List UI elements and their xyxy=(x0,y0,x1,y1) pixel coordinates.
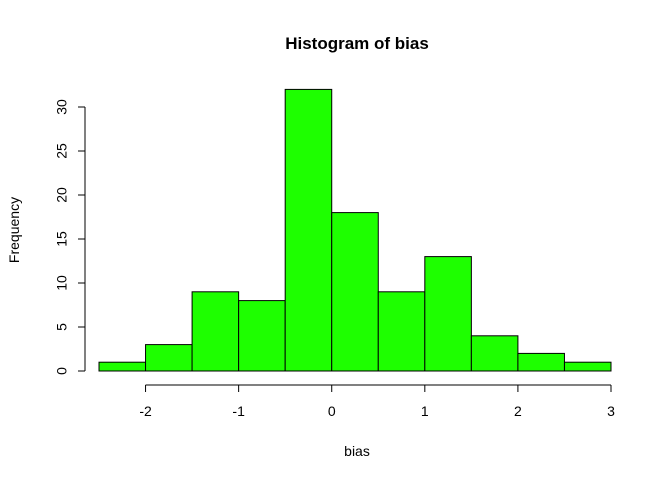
x-tick-label: 3 xyxy=(607,403,615,419)
y-tick-label: 15 xyxy=(54,231,70,247)
y-tick-label: 30 xyxy=(54,99,70,115)
histogram-bar xyxy=(284,88,333,372)
histogram-bar xyxy=(424,256,472,372)
histogram-bar xyxy=(145,344,193,372)
histogram-bar xyxy=(98,361,147,372)
y-tick-label: 25 xyxy=(54,143,70,159)
y-axis: 0 5 10 15 20 25 30 xyxy=(54,99,86,375)
histogram-bar xyxy=(563,361,612,372)
x-tick-label: 2 xyxy=(514,403,522,419)
y-tick-label: 10 xyxy=(54,275,70,291)
x-tick-label: -1 xyxy=(232,403,245,419)
x-tick-label: 1 xyxy=(421,403,429,419)
histogram-bar xyxy=(377,291,426,372)
histogram-bar xyxy=(191,291,240,372)
histogram-bar xyxy=(238,300,286,372)
x-tick-label: -2 xyxy=(139,403,152,419)
y-tick-label: 20 xyxy=(54,187,70,203)
x-tick-label: 0 xyxy=(328,403,336,419)
y-tick-label: 5 xyxy=(54,323,70,331)
chart-title: Histogram of bias xyxy=(285,34,429,53)
x-axis-label: bias xyxy=(344,443,370,459)
histogram-bar xyxy=(331,212,379,372)
bars-group xyxy=(98,88,612,372)
histogram-bar xyxy=(470,335,519,372)
y-tick-label: 0 xyxy=(54,367,70,375)
histogram-bar xyxy=(517,352,565,372)
y-axis-label: Frequency xyxy=(6,197,22,263)
x-axis: -2 -1 0 1 2 3 xyxy=(139,384,615,419)
